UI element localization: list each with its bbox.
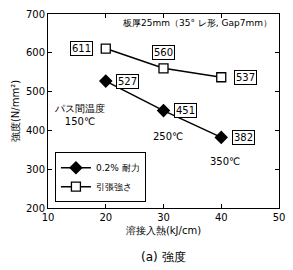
svg-text:527: 527 xyxy=(118,76,137,87)
svg-text:382: 382 xyxy=(234,132,253,143)
svg-text:400: 400 xyxy=(26,125,45,136)
svg-text:537: 537 xyxy=(236,72,255,83)
svg-text:700: 700 xyxy=(26,9,45,20)
svg-text:200: 200 xyxy=(26,203,45,214)
svg-text:300: 300 xyxy=(26,164,45,175)
svg-text:0.2% 耐力: 0.2% 耐力 xyxy=(96,163,140,173)
svg-text:溶接入熱(kJ/cm): 溶接入熱(kJ/cm) xyxy=(126,225,201,236)
svg-text:611: 611 xyxy=(72,43,91,54)
svg-text:10: 10 xyxy=(42,212,55,223)
svg-text:40: 40 xyxy=(215,212,228,223)
svg-text:451: 451 xyxy=(176,105,195,116)
svg-text:500: 500 xyxy=(26,86,45,97)
svg-text:30: 30 xyxy=(157,212,170,223)
svg-text:強度(N/mm²): 強度(N/mm²) xyxy=(10,80,21,142)
svg-text:パス間温度150℃: パス間温度150℃ xyxy=(54,103,105,127)
svg-text:(a) 強度: (a) 強度 xyxy=(141,250,186,264)
svg-text:板厚25mm（35° レ形, Gap7mm）: 板厚25mm（35° レ形, Gap7mm） xyxy=(122,18,272,28)
svg-text:250℃: 250℃ xyxy=(153,131,183,142)
svg-text:20: 20 xyxy=(99,212,112,223)
svg-text:50: 50 xyxy=(273,212,286,223)
svg-text:560: 560 xyxy=(154,47,173,58)
svg-text:350℃: 350℃ xyxy=(210,156,240,167)
svg-text:600: 600 xyxy=(26,47,45,58)
svg-text:引張強さ: 引張強さ xyxy=(96,182,132,192)
